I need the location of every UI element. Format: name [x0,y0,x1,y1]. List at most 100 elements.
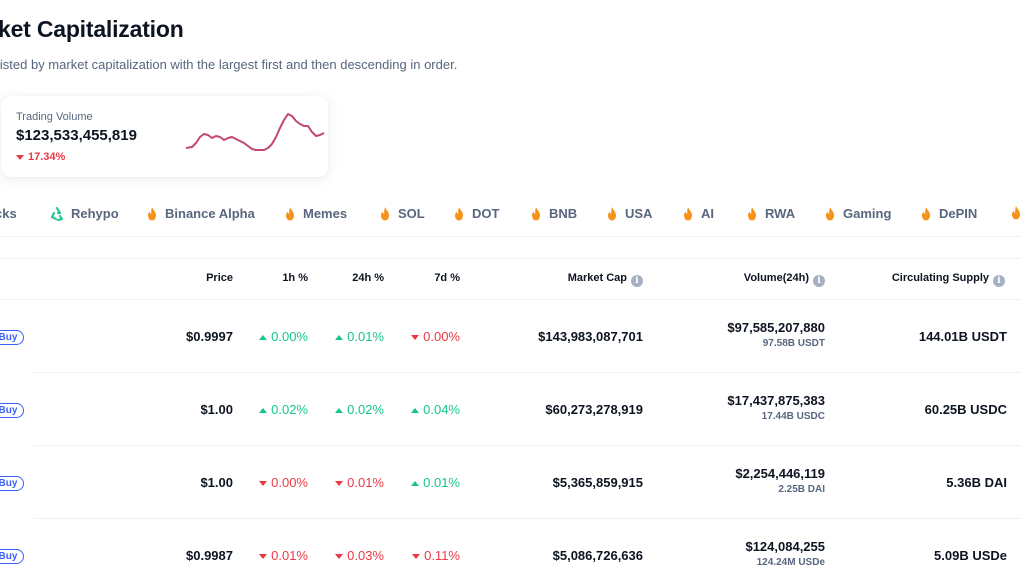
tag-item[interactable]: Memes [284,206,347,221]
caret-up-icon [335,335,344,341]
volume-24h[interactable]: $124,084,255 124.24M USDe [745,539,825,568]
trading-volume-change: 17.34% [16,151,65,163]
caret-down-icon [412,554,421,560]
tag-label: BNB [549,206,578,221]
fire-icon [1012,206,1020,220]
volume-native: 17.44B USDC [761,411,825,422]
change-d7: 0.01% [411,475,460,490]
caret-down-icon [259,481,268,487]
change-d7: 0.11% [412,548,460,563]
volume-24h[interactable]: $17,437,875,383 17.44B USDC [727,393,825,422]
circulating-supply: 5.36B DAI [946,475,1007,490]
col-price[interactable]: Price [206,272,233,284]
buy-button[interactable]: Buy [0,403,24,418]
tag-item[interactable]: Rehypo [50,206,119,221]
col-market-cap[interactable]: Market Cap i [568,272,643,287]
fire-icon [286,206,294,220]
price: $1.00 [200,475,233,490]
divider [0,236,1021,237]
buy-button[interactable]: Buy [0,330,24,345]
caret-down-icon [411,335,420,341]
table-header: Price 1h % 24h % 7d % Market Cap i Volume… [0,258,1021,300]
volume-native: 97.58B USDT [762,338,825,349]
tag-item[interactable]: DOT [453,206,499,221]
table-row[interactable]: Buy $0.9987 0.01% 0.03% 0.11% $5,086,726,636 $… [0,519,1021,580]
tag-item[interactable]: USA [606,206,652,221]
col-1h[interactable]: 1h % [282,272,308,284]
col-24h[interactable]: 24h % [352,272,384,284]
volume-24h[interactable]: $2,254,446,119 2.25B DAI [735,466,825,495]
market-cap: $60,273,278,919 [545,402,643,417]
page-subtitle: listed by market capitalization with the… [0,57,458,72]
fire-icon [148,206,156,220]
price: $0.9997 [186,329,233,344]
col-circulating-supply[interactable]: Circulating Supply i [892,272,1005,287]
tag-item[interactable]: BNB [530,206,577,221]
trading-volume-card[interactable]: Trading Volume $123,533,455,819 17.34% [1,96,328,177]
tag-label: AI [701,206,714,221]
tag-label: Rehypo [71,206,119,221]
tag-item[interactable]: Binance Alpha [146,206,255,221]
change-d7: 0.00% [411,329,460,344]
row-divider [34,445,1021,446]
change-h1-value: 0.01% [271,548,308,563]
table-row[interactable]: Buy $1.00 0.02% 0.02% 0.04% $60,273,278,919 $1… [0,373,1021,446]
col-volume[interactable]: Volume(24h) i [744,272,825,287]
row-divider [34,518,1021,519]
col-supply-label: Circulating Supply [891,272,989,284]
tag-label: DePIN [939,206,978,221]
tag-label: cks [0,206,17,221]
price: $1.00 [200,402,233,417]
info-icon[interactable]: i [993,275,1005,287]
tag-item[interactable]: AI [682,206,714,221]
tag-label: Gaming [843,206,892,221]
change-d7-value: 0.01% [423,475,460,490]
buy-button[interactable]: Buy [0,549,24,564]
change-h1: 0.00% [259,475,308,490]
change-h1-value: 0.00% [271,475,308,490]
table-row[interactable]: Buy $1.00 0.00% 0.01% 0.01% $5,365,859,915 $2,… [0,446,1021,519]
fire-icon [748,206,756,220]
caret-up-icon [411,408,420,414]
col-volume-label: Volume(24h) [743,272,809,284]
caret-up-icon [259,408,268,414]
market-cap: $5,086,726,636 [552,548,643,563]
change-d7-value: 0.00% [423,329,460,344]
fire-icon [532,206,540,220]
fire-icon [381,206,389,220]
info-icon[interactable]: i [813,275,825,287]
change-d7-value: 0.11% [424,548,460,563]
table-row[interactable]: Buy $0.9997 0.00% 0.01% 0.00% $143,983,087,70… [0,300,1021,373]
circulating-supply: 144.01B USDT [918,329,1007,344]
tag-item[interactable]: cks [0,206,17,221]
page-title: ket Capitalization [0,16,184,42]
caret-down-icon [335,481,344,487]
caret-down-icon [259,554,268,560]
col-7d[interactable]: 7d % [434,272,460,284]
tag-item[interactable]: RWA [746,206,795,221]
volume-24h[interactable]: $97,585,207,880 97.58B USDT [727,320,825,349]
info-icon[interactable]: i [631,275,643,287]
row-divider [34,372,1021,373]
change-h24: 0.01% [335,475,384,490]
col-market-cap-label: Market Cap [567,272,627,284]
recycle-icon [51,206,63,221]
buy-button[interactable]: Buy [0,476,24,491]
volume-usd: $124,084,255 [745,539,825,554]
fire-icon [455,206,463,220]
tag-label: Memes [303,206,348,221]
change-h1-value: 0.02% [271,402,308,417]
change-h24-value: 0.01% [347,329,384,344]
change-h24-value: 0.02% [347,402,384,417]
trading-volume-sparkline [185,113,325,151]
volume-native: 2.25B DAI [778,484,825,495]
fire-icon [608,206,616,220]
tag-item[interactable]: SOL [379,206,425,221]
trading-volume-value: $123,533,455,819 [16,127,137,144]
tag-item[interactable]: Gaming [824,206,891,221]
tag-item[interactable]: DePIN [920,206,977,221]
change-h1: 0.00% [259,329,308,344]
change-h24-value: 0.01% [347,475,384,490]
tag-item[interactable] [1010,206,1021,220]
fire-icon [684,206,692,220]
